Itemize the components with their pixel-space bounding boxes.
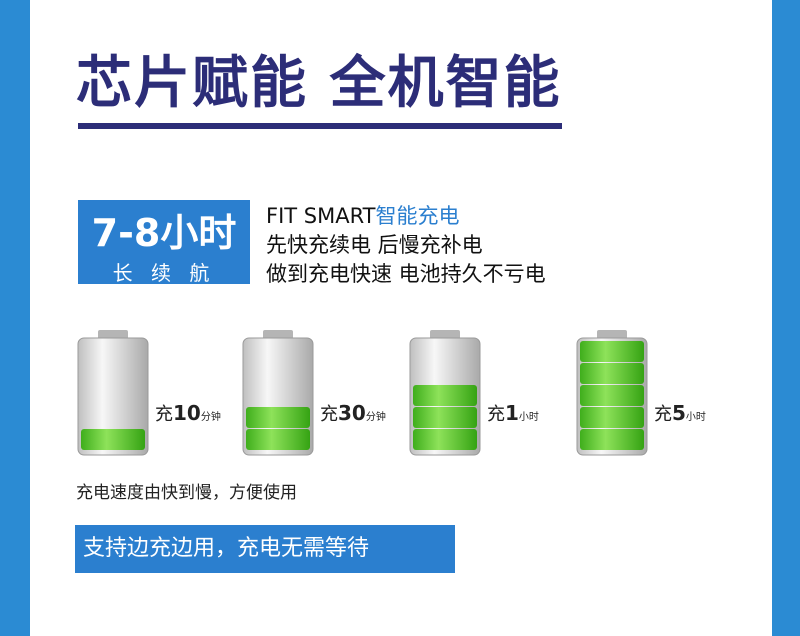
battery-label: 充5小时 <box>654 400 706 426</box>
label-prefix: 充 <box>320 404 338 425</box>
side-bar <box>0 0 30 636</box>
battery-label: 充1小时 <box>487 400 539 426</box>
battery-level <box>246 429 310 450</box>
badge-caption: 长 续 航 <box>112 261 216 285</box>
title: 芯片赋能 全机智能 <box>76 51 562 116</box>
label-amount: 10 <box>173 401 201 425</box>
battery-level <box>580 429 644 450</box>
intro-line: 先快充续电 后慢充补电 <box>266 233 483 257</box>
label-prefix: 充 <box>487 404 505 425</box>
battery-body <box>77 337 149 456</box>
battery-level <box>580 341 644 362</box>
battery-level <box>580 363 644 384</box>
banner: 支持边充边用，充电无需等待 <box>75 525 455 573</box>
intro-line: 做到充电快速 电池持久不亏电 <box>266 262 546 286</box>
label-amount: 5 <box>672 401 686 425</box>
caption: 充电速度由快到慢，方便使用 <box>76 483 297 503</box>
label-prefix: 充 <box>654 404 672 425</box>
brand: FIT SMART <box>266 204 376 228</box>
battery-level <box>580 407 644 428</box>
battery-level <box>413 407 477 428</box>
title-rule <box>78 123 562 129</box>
battery-label: 充30分钟 <box>320 400 386 426</box>
label-amount: 1 <box>505 401 519 425</box>
highlight: 智能充电 <box>375 204 460 228</box>
side-bar <box>772 0 800 636</box>
label-unit: 分钟 <box>200 412 221 423</box>
label-unit: 分钟 <box>365 412 386 423</box>
battery-level <box>413 429 477 450</box>
battery-label: 充10分钟 <box>155 400 221 426</box>
label-unit: 小时 <box>518 412 539 423</box>
label-amount: 30 <box>338 401 366 425</box>
battery-level <box>246 407 310 428</box>
battery-level <box>580 385 644 406</box>
badge-hours: 7-8小时 <box>91 211 237 255</box>
battery-level <box>413 385 477 406</box>
intro-line: FIT SMART智能充电 <box>266 200 459 230</box>
battery-level <box>81 429 145 450</box>
label-prefix: 充 <box>155 404 173 425</box>
label-unit: 小时 <box>685 412 706 423</box>
badge: 7-8小时 长 续 航 <box>78 200 250 285</box>
